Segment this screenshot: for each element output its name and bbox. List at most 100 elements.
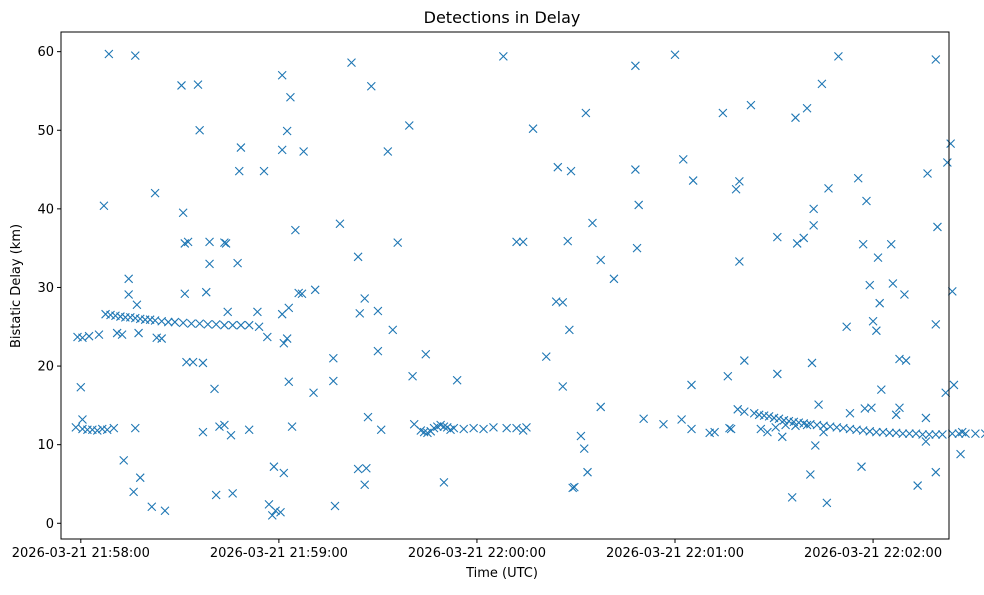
- data-point: [563, 236, 573, 246]
- data-point: [221, 239, 231, 248]
- data-point: [971, 429, 980, 439]
- data-point: [360, 480, 370, 490]
- data-point: [102, 425, 112, 435]
- data-point: [130, 51, 140, 60]
- data-point: [498, 51, 508, 61]
- data-point: [94, 330, 104, 340]
- data-point: [363, 412, 373, 422]
- data-point: [330, 501, 340, 511]
- data-point: [923, 169, 932, 178]
- data-point: [809, 220, 819, 230]
- data-point: [670, 50, 680, 60]
- data-point: [276, 507, 285, 517]
- data-point: [109, 423, 119, 433]
- data-point: [731, 184, 741, 194]
- data-point: [687, 380, 696, 390]
- data-point: [913, 481, 923, 490]
- data-point: [901, 356, 911, 365]
- data-point: [772, 369, 782, 379]
- data-point: [163, 317, 173, 327]
- data-point: [931, 55, 941, 64]
- data-point: [853, 173, 863, 183]
- data-point: [198, 427, 208, 437]
- y-axis-label: Bistatic Delay (km): [9, 224, 24, 348]
- data-point: [558, 382, 568, 391]
- data-point: [286, 92, 295, 102]
- data-point: [904, 429, 914, 439]
- y-tick-label: 40: [37, 202, 54, 217]
- data-point: [459, 424, 469, 434]
- data-point: [76, 382, 86, 392]
- data-point: [408, 371, 417, 381]
- y-tick-label: 20: [37, 360, 54, 375]
- data-point: [78, 333, 87, 343]
- data-point: [834, 51, 843, 61]
- data-point: [873, 253, 883, 262]
- data-point: [271, 506, 280, 516]
- data-point: [596, 255, 606, 265]
- data-point: [210, 384, 219, 394]
- data-point: [512, 237, 521, 247]
- data-point: [439, 478, 449, 487]
- data-point: [373, 306, 383, 316]
- data-point: [180, 289, 190, 299]
- data-point: [921, 437, 931, 446]
- data-point: [764, 411, 774, 421]
- data-point: [710, 427, 720, 437]
- data-point: [284, 377, 294, 387]
- data-point: [579, 444, 589, 453]
- data-point: [528, 124, 538, 134]
- data-point: [228, 320, 238, 330]
- data-point: [234, 166, 244, 176]
- data-point: [956, 449, 965, 459]
- data-point: [639, 414, 649, 424]
- data-point: [269, 462, 279, 472]
- data-point: [842, 322, 852, 332]
- data-point: [687, 424, 696, 434]
- data-point: [817, 79, 827, 89]
- data-point: [112, 328, 122, 338]
- data-point: [393, 238, 403, 248]
- data-point: [309, 388, 318, 398]
- data-point: [726, 424, 736, 434]
- data-point: [632, 243, 642, 253]
- data-point: [677, 415, 686, 424]
- data-point: [862, 196, 871, 206]
- data-point: [725, 423, 734, 433]
- data-point: [933, 222, 942, 232]
- data-point: [294, 288, 304, 298]
- data-point: [233, 258, 242, 268]
- data-point: [157, 334, 167, 343]
- data-point: [198, 358, 208, 368]
- y-tick-label: 50: [37, 124, 54, 139]
- data-point: [489, 422, 498, 432]
- data-point: [373, 346, 383, 356]
- x-tick-label: 2026-03-21 22:02:00: [804, 546, 942, 561]
- data-point: [205, 237, 214, 247]
- x-axis-label: Time (UTC): [465, 566, 538, 581]
- data-point: [900, 290, 909, 299]
- data-point: [404, 121, 414, 130]
- data-point: [254, 322, 264, 332]
- data-point: [814, 400, 823, 409]
- data-point: [355, 309, 365, 318]
- data-point: [223, 307, 233, 317]
- y-tick-label: 10: [37, 438, 54, 453]
- data-point: [845, 408, 855, 418]
- data-point: [512, 423, 521, 433]
- data-point: [876, 385, 886, 395]
- data-point: [772, 232, 782, 242]
- data-point: [871, 427, 881, 437]
- data-point: [282, 334, 292, 343]
- data-point: [132, 300, 142, 310]
- data-point: [347, 58, 356, 68]
- data-point: [564, 325, 574, 335]
- data-point: [277, 145, 287, 155]
- data-point: [949, 380, 959, 390]
- data-point: [205, 259, 214, 269]
- data-point: [267, 511, 277, 520]
- data-point: [160, 506, 170, 516]
- data-point: [942, 158, 952, 167]
